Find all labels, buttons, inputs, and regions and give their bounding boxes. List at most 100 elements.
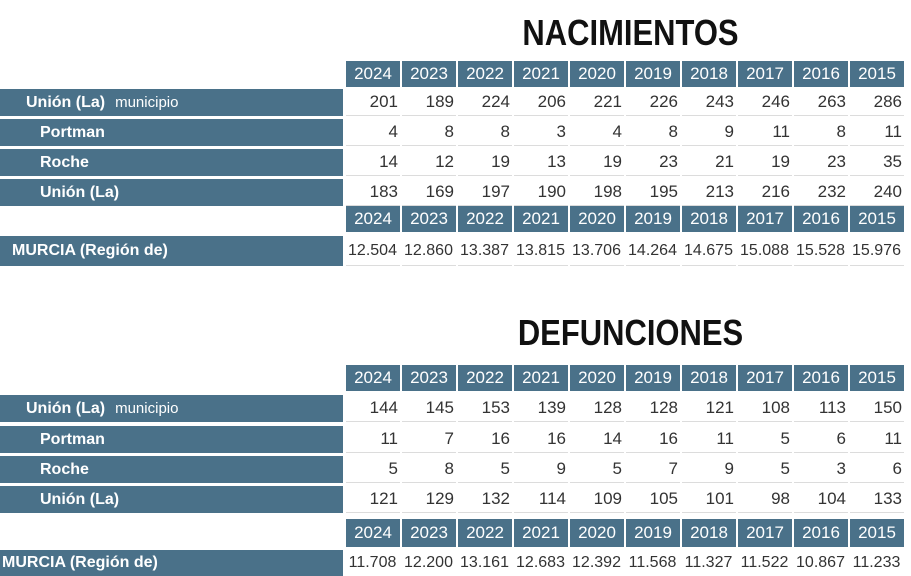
value-cell: 246 <box>738 89 792 116</box>
value-cell: 15.976 <box>850 236 904 266</box>
year-header-cell: 2021 <box>514 61 568 87</box>
value-cell: 8 <box>402 119 456 146</box>
nacimientos-region-year-header: 2024 2023 2022 2021 2020 2019 2018 2017 … <box>346 206 904 232</box>
value-cell: 195 <box>626 179 680 206</box>
value-cell: 5 <box>570 456 624 483</box>
year-header-cell: 2021 <box>514 206 568 232</box>
row-label-text: Unión (La) <box>26 399 106 417</box>
year-header-cell: 2024 <box>346 61 400 87</box>
row-label-text: Roche <box>40 460 89 478</box>
row-label: Roche <box>0 456 343 483</box>
year-header-cell: 2022 <box>458 206 512 232</box>
row-label-text: Unión (La) <box>26 93 106 111</box>
year-header-cell: 2018 <box>682 365 736 391</box>
value-cell: 11 <box>850 426 904 453</box>
value-cell: 201 <box>346 89 400 116</box>
value-cell: 12.683 <box>514 550 568 576</box>
value-cell: 9 <box>682 456 736 483</box>
value-cell: 13.706 <box>570 236 624 266</box>
defunciones-region-year-header: 2024 2023 2022 2021 2020 2019 2018 2017 … <box>346 519 904 547</box>
year-header-cell: 2018 <box>682 206 736 232</box>
value-cell: 16 <box>514 426 568 453</box>
value-cell: 14.675 <box>682 236 736 266</box>
value-cell: 11.522 <box>738 550 792 576</box>
value-cell: 14.264 <box>626 236 680 266</box>
value-cell: 221 <box>570 89 624 116</box>
value-cell: 21 <box>682 149 736 176</box>
value-cell: 13.161 <box>458 550 512 576</box>
year-header-cell: 2022 <box>458 519 512 547</box>
year-header-cell: 2015 <box>850 365 904 391</box>
value-cell: 8 <box>794 119 848 146</box>
value-cell: 216 <box>738 179 792 206</box>
value-cell: 108 <box>738 395 792 422</box>
value-cell: 243 <box>682 89 736 116</box>
value-cell: 12.200 <box>402 550 456 576</box>
region-row: MURCIA (Región de) 12.504 12.860 13.387 … <box>0 236 906 266</box>
defunciones-year-header: 2024 2023 2022 2021 2020 2019 2018 2017 … <box>346 365 904 391</box>
value-cell: 13.387 <box>458 236 512 266</box>
value-cell: 15.528 <box>794 236 848 266</box>
defunciones-title: DEFUNCIONES <box>517 312 744 353</box>
row-label-text: MURCIA (Región de) <box>2 554 158 571</box>
value-cell: 11 <box>346 426 400 453</box>
row-label-text: Unión (La) <box>40 183 120 201</box>
value-cell: 16 <box>458 426 512 453</box>
year-header-cell: 2016 <box>794 365 848 391</box>
year-header-cell: 2015 <box>850 519 904 547</box>
table-row: Roche 5 8 5 9 5 7 9 5 3 6 <box>0 456 906 483</box>
value-cell: 150 <box>850 395 904 422</box>
value-cell: 189 <box>402 89 456 116</box>
year-header-cell: 2023 <box>402 519 456 547</box>
value-cell: 121 <box>346 486 400 513</box>
value-cell: 128 <box>570 395 624 422</box>
value-cell: 197 <box>458 179 512 206</box>
value-cell: 11 <box>682 426 736 453</box>
row-label-text: Portman <box>40 430 105 448</box>
year-header-cell: 2015 <box>850 206 904 232</box>
value-cell: 12.504 <box>346 236 400 266</box>
value-cell: 6 <box>794 426 848 453</box>
year-header-cell: 2024 <box>346 519 400 547</box>
nacimientos-title: NACIMIENTOS <box>522 12 739 53</box>
value-cell: 206 <box>514 89 568 116</box>
year-header-cell: 2022 <box>458 61 512 87</box>
value-cell: 169 <box>402 179 456 206</box>
value-cell: 5 <box>738 426 792 453</box>
year-header-cell: 2019 <box>626 519 680 547</box>
year-header-cell: 2023 <box>402 61 456 87</box>
value-cell: 12 <box>402 149 456 176</box>
row-label: Portman <box>0 119 343 146</box>
year-header-cell: 2017 <box>738 206 792 232</box>
year-header-cell: 2019 <box>626 206 680 232</box>
value-cell: 14 <box>346 149 400 176</box>
year-header-cell: 2020 <box>570 519 624 547</box>
table-row: Unión (La) 183 169 197 190 198 195 213 2… <box>0 179 906 206</box>
row-label-text: Roche <box>40 153 89 171</box>
value-cell: 15.088 <box>738 236 792 266</box>
year-header-cell: 2016 <box>794 206 848 232</box>
table-row: Portman 4 8 8 3 4 8 9 11 8 11 <box>0 119 906 146</box>
value-cell: 183 <box>346 179 400 206</box>
value-cell: 114 <box>514 486 568 513</box>
row-label: Roche <box>0 149 343 176</box>
value-cell: 23 <box>794 149 848 176</box>
region-row: MURCIA (Región de) 11.708 12.200 13.161 … <box>0 550 906 576</box>
row-label: Unión (La) <box>0 486 343 513</box>
year-header-cell: 2017 <box>738 365 792 391</box>
year-header-cell: 2021 <box>514 519 568 547</box>
row-label: Portman <box>0 426 343 453</box>
value-cell: 19 <box>570 149 624 176</box>
value-cell: 224 <box>458 89 512 116</box>
value-cell: 11.233 <box>850 550 904 576</box>
year-header-cell: 2015 <box>850 61 904 87</box>
row-label-text: Unión (La) <box>40 490 120 508</box>
year-header-cell: 2016 <box>794 61 848 87</box>
year-header-cell: 2022 <box>458 365 512 391</box>
value-cell: 7 <box>402 426 456 453</box>
year-header-cell: 2018 <box>682 61 736 87</box>
value-cell: 12.392 <box>570 550 624 576</box>
value-cell: 13.815 <box>514 236 568 266</box>
year-header-cell: 2019 <box>626 365 680 391</box>
row-label: MURCIA (Región de) <box>0 550 343 576</box>
